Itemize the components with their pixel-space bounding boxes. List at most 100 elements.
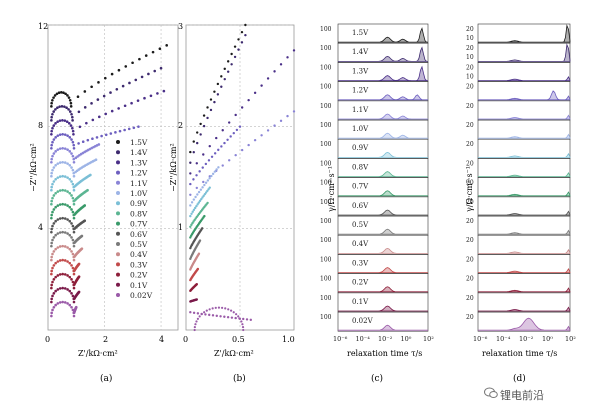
panel-b-series — [189, 283, 198, 293]
panel-c-row: 0.4V 100 — [320, 234, 429, 255]
panel-a-point — [70, 208, 73, 211]
panel-a-point — [51, 252, 54, 256]
panel-b-point — [199, 188, 203, 191]
panel-a-point — [51, 140, 54, 144]
panel-b-point — [192, 208, 196, 212]
panel-a-series — [50, 202, 87, 220]
panel-a-point — [70, 166, 73, 169]
panel-a-point — [58, 175, 62, 178]
panel-a-point — [162, 89, 166, 93]
panel-d-row-ytick: 20 — [466, 103, 474, 110]
panel-d-row-ytick: 20 — [466, 141, 474, 148]
panel-b-point — [196, 141, 199, 145]
panel-c-xtick: 10⁻⁶ — [333, 335, 348, 343]
panel-a-point — [55, 92, 59, 96]
panel-a-point — [50, 311, 53, 315]
panel-a-plot: 1.5V1.4V1.3V 1.2V1.1V1.0V0.9V0.8V 0.7V0.6V… — [47, 24, 179, 331]
panel-a-point — [52, 138, 56, 141]
panel-a-point — [66, 246, 69, 249]
panel-a-point — [72, 132, 75, 136]
panel-d-row-ytick: 20 — [466, 276, 474, 283]
panel-b-series — [189, 201, 209, 229]
panel-a-xtick-2: 2 — [103, 335, 108, 344]
panel-c-row: 0.02V 100 — [320, 311, 429, 332]
panel-a-point — [95, 136, 99, 139]
panel-b-point — [216, 93, 220, 96]
panel-b-point — [279, 63, 283, 66]
panel-a-point — [68, 136, 72, 139]
panel-b-point — [219, 315, 222, 318]
panel-a-point — [144, 54, 148, 57]
panel-a-point — [72, 157, 76, 161]
panel-a-point — [50, 258, 53, 262]
panel-a-point — [97, 115, 101, 119]
panel-a-point — [147, 72, 150, 76]
panel-b-point — [221, 164, 224, 167]
panel-a-point — [72, 143, 76, 147]
panel-a-point — [54, 122, 57, 125]
panel-a-point — [74, 156, 78, 160]
panel-a-point — [71, 280, 75, 284]
panel-a-ytick-4: 4 — [38, 223, 43, 232]
panel-b-point — [199, 133, 202, 136]
panel-b-point — [233, 45, 237, 48]
panel-a-point — [51, 238, 54, 242]
panel-d-row-ytick: 20 — [466, 64, 474, 71]
panel-b-plot — [185, 23, 296, 332]
panel-c-row: 0.9V 100 — [320, 138, 429, 159]
panel-a-point — [58, 287, 62, 290]
panel-b-series — [189, 186, 211, 218]
panel-a-point — [68, 98, 72, 102]
panel-d-row: 20 — [466, 234, 571, 255]
panel-d-drt-curve — [478, 248, 571, 254]
panel-d-row-frame — [477, 177, 571, 198]
panel-c-row: 0.8V 100 — [320, 158, 429, 178]
panel-a-point — [63, 259, 67, 262]
panel-a-point — [80, 247, 84, 250]
panel-d-row-ytick: 20 — [466, 256, 474, 263]
panel-a-point — [71, 294, 75, 298]
panel-c-row: 0.5V 100 — [320, 215, 429, 236]
panel-b-point — [241, 325, 245, 329]
panel-c-row-label: 0.6V — [352, 202, 369, 210]
panel-d-row-ytick: 20 — [466, 218, 474, 225]
panel-a-point — [104, 112, 108, 116]
panel-b-point — [202, 124, 206, 128]
panel-d-xtick: 10⁻² — [519, 335, 534, 343]
panel-a-point — [68, 110, 72, 113]
panel-d-row-frame — [477, 119, 571, 140]
panel-c-drt-curve — [338, 27, 429, 43]
panel-c-drt-curve — [338, 228, 428, 235]
panel-b-point — [217, 166, 220, 169]
panel-a-point — [56, 260, 60, 263]
panel-a-point — [61, 300, 64, 304]
panel-a-point — [54, 205, 57, 209]
panel-b-series — [189, 23, 247, 154]
panel-a-series — [50, 230, 84, 248]
panel-a-point — [72, 230, 76, 234]
legend-label: 1.5V — [130, 138, 148, 147]
panel-b-point — [292, 49, 296, 52]
panel-a-point — [63, 203, 67, 206]
panel-a-point — [68, 289, 72, 293]
panel-c-row-label: 0.2V — [352, 279, 369, 287]
panel-a-point — [130, 101, 133, 105]
panel-a-point — [56, 246, 60, 249]
panel-a-point — [63, 287, 67, 290]
panel-a-point — [63, 105, 66, 108]
panel-c-row-ytick: 100 — [320, 276, 332, 283]
panel-a-point — [137, 125, 140, 128]
panel-a-point — [69, 105, 73, 108]
panel-c-xtick: 10⁰ — [401, 335, 412, 343]
panel-a-point — [58, 105, 61, 108]
panel-a-point — [61, 258, 64, 262]
panel-b-label: (b) — [233, 373, 246, 384]
panel-a-point — [51, 154, 54, 158]
panel-b-point — [229, 309, 233, 312]
panel-a-point — [72, 188, 76, 192]
panel-d-row: 20 — [466, 119, 571, 140]
panel-a-label: (a) — [100, 373, 112, 384]
panel-d-row: 20 — [466, 81, 571, 102]
